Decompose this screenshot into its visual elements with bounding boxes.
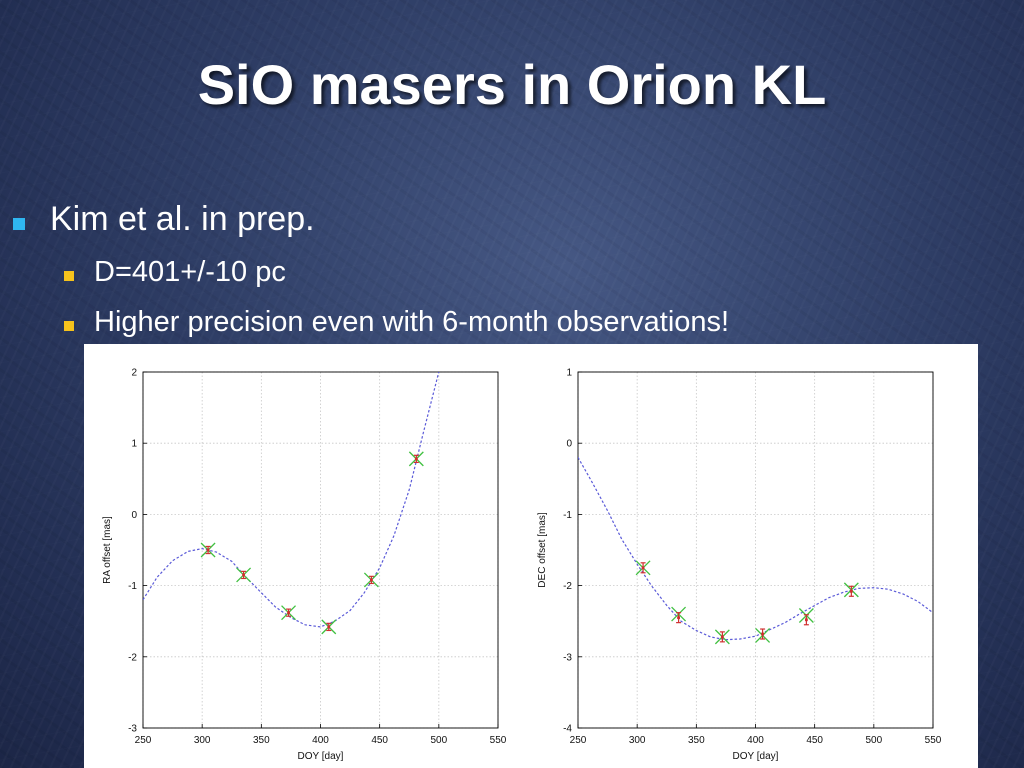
dec-y-tick-label: -4 (563, 724, 572, 735)
ra-x-tick-label: 250 (135, 735, 152, 746)
dec-data-point (676, 612, 682, 624)
dec-x-tick-label: 250 (570, 735, 587, 746)
dec-data-point (640, 562, 646, 574)
ra-y-tick-label: 2 (131, 368, 137, 379)
dec-y-tick-label: -1 (563, 510, 572, 521)
ra-x-tick-label: 350 (253, 735, 270, 746)
ra-x-tick-label: 500 (430, 735, 447, 746)
dec-offset-chart: 250 300 350 400 450 500 550 -4 -3 -2 -1 0 1 DOY [day]… (537, 368, 942, 763)
dec-fit-curve (578, 457, 933, 641)
dec-data-point (848, 585, 854, 597)
ra-data-point (413, 454, 419, 464)
dec-x-tick-label: 300 (629, 735, 646, 746)
ra-y-tick-label: -3 (128, 724, 137, 735)
dec-data-point (803, 614, 809, 626)
dec-y-tick-label: -3 (563, 652, 572, 663)
sub-bullet-square-icon (64, 271, 74, 281)
dec-x-tick-label: 450 (806, 735, 823, 746)
dec-x-tick-label: 350 (688, 735, 705, 746)
dec-x-tick-label: 500 (865, 735, 882, 746)
ra-x-tick-label: 450 (371, 735, 388, 746)
dec-x-tick-label: 550 (925, 735, 942, 746)
sub-bullet-square-icon (64, 321, 74, 331)
ra-y-tick-label: -2 (128, 652, 137, 663)
ra-x-axis-label: DOY [day] (298, 751, 344, 762)
bullet-kim-et-al: Kim et al. in prep. (50, 200, 315, 238)
plot-panel: 250 300 350 400 450 500 550 -3 -2 -1 0 1 2 DOY [day] R… (84, 344, 978, 768)
ra-x-tick-label: 550 (490, 735, 507, 746)
dec-y-tick-label: 0 (566, 439, 572, 450)
ra-plot-frame (142, 371, 499, 729)
dec-data-point (760, 628, 766, 640)
dec-y-tick-label: 1 (566, 368, 572, 379)
ra-data-point (326, 622, 332, 632)
sub-bullet-distance: D=401+/-10 pc (94, 256, 286, 288)
ra-data-point (368, 575, 374, 585)
dec-data-point (719, 631, 725, 643)
ra-data-point (241, 570, 247, 580)
sub-bullet-precision: Higher precision even with 6-month obser… (94, 306, 730, 338)
ra-x-tick-label: 300 (194, 735, 211, 746)
dec-x-axis-label: DOY [day] (733, 751, 779, 762)
dec-x-tick-label: 400 (747, 735, 764, 746)
dec-plot-frame (577, 371, 934, 729)
dec-y-tick-label: -2 (563, 581, 572, 592)
ra-fit-curve (143, 372, 440, 628)
dec-y-axis-label: DEC offset [mas] (537, 512, 548, 588)
ra-data-point (205, 545, 211, 555)
bullet-square-icon (13, 218, 25, 230)
ra-data-point (286, 608, 292, 617)
ra-offset-chart: 250 300 350 400 450 500 550 -3 -2 -1 0 1 2 DOY [day] R… (102, 368, 507, 763)
slide-title: SiO masers in Orion KL (197, 53, 827, 116)
ra-y-tick-label: 1 (131, 439, 137, 450)
ra-y-tick-label: 0 (131, 510, 137, 521)
ra-y-tick-label: -1 (128, 581, 137, 592)
ra-x-tick-label: 400 (312, 735, 329, 746)
ra-y-axis-label: RA offset [mas] (102, 516, 113, 584)
